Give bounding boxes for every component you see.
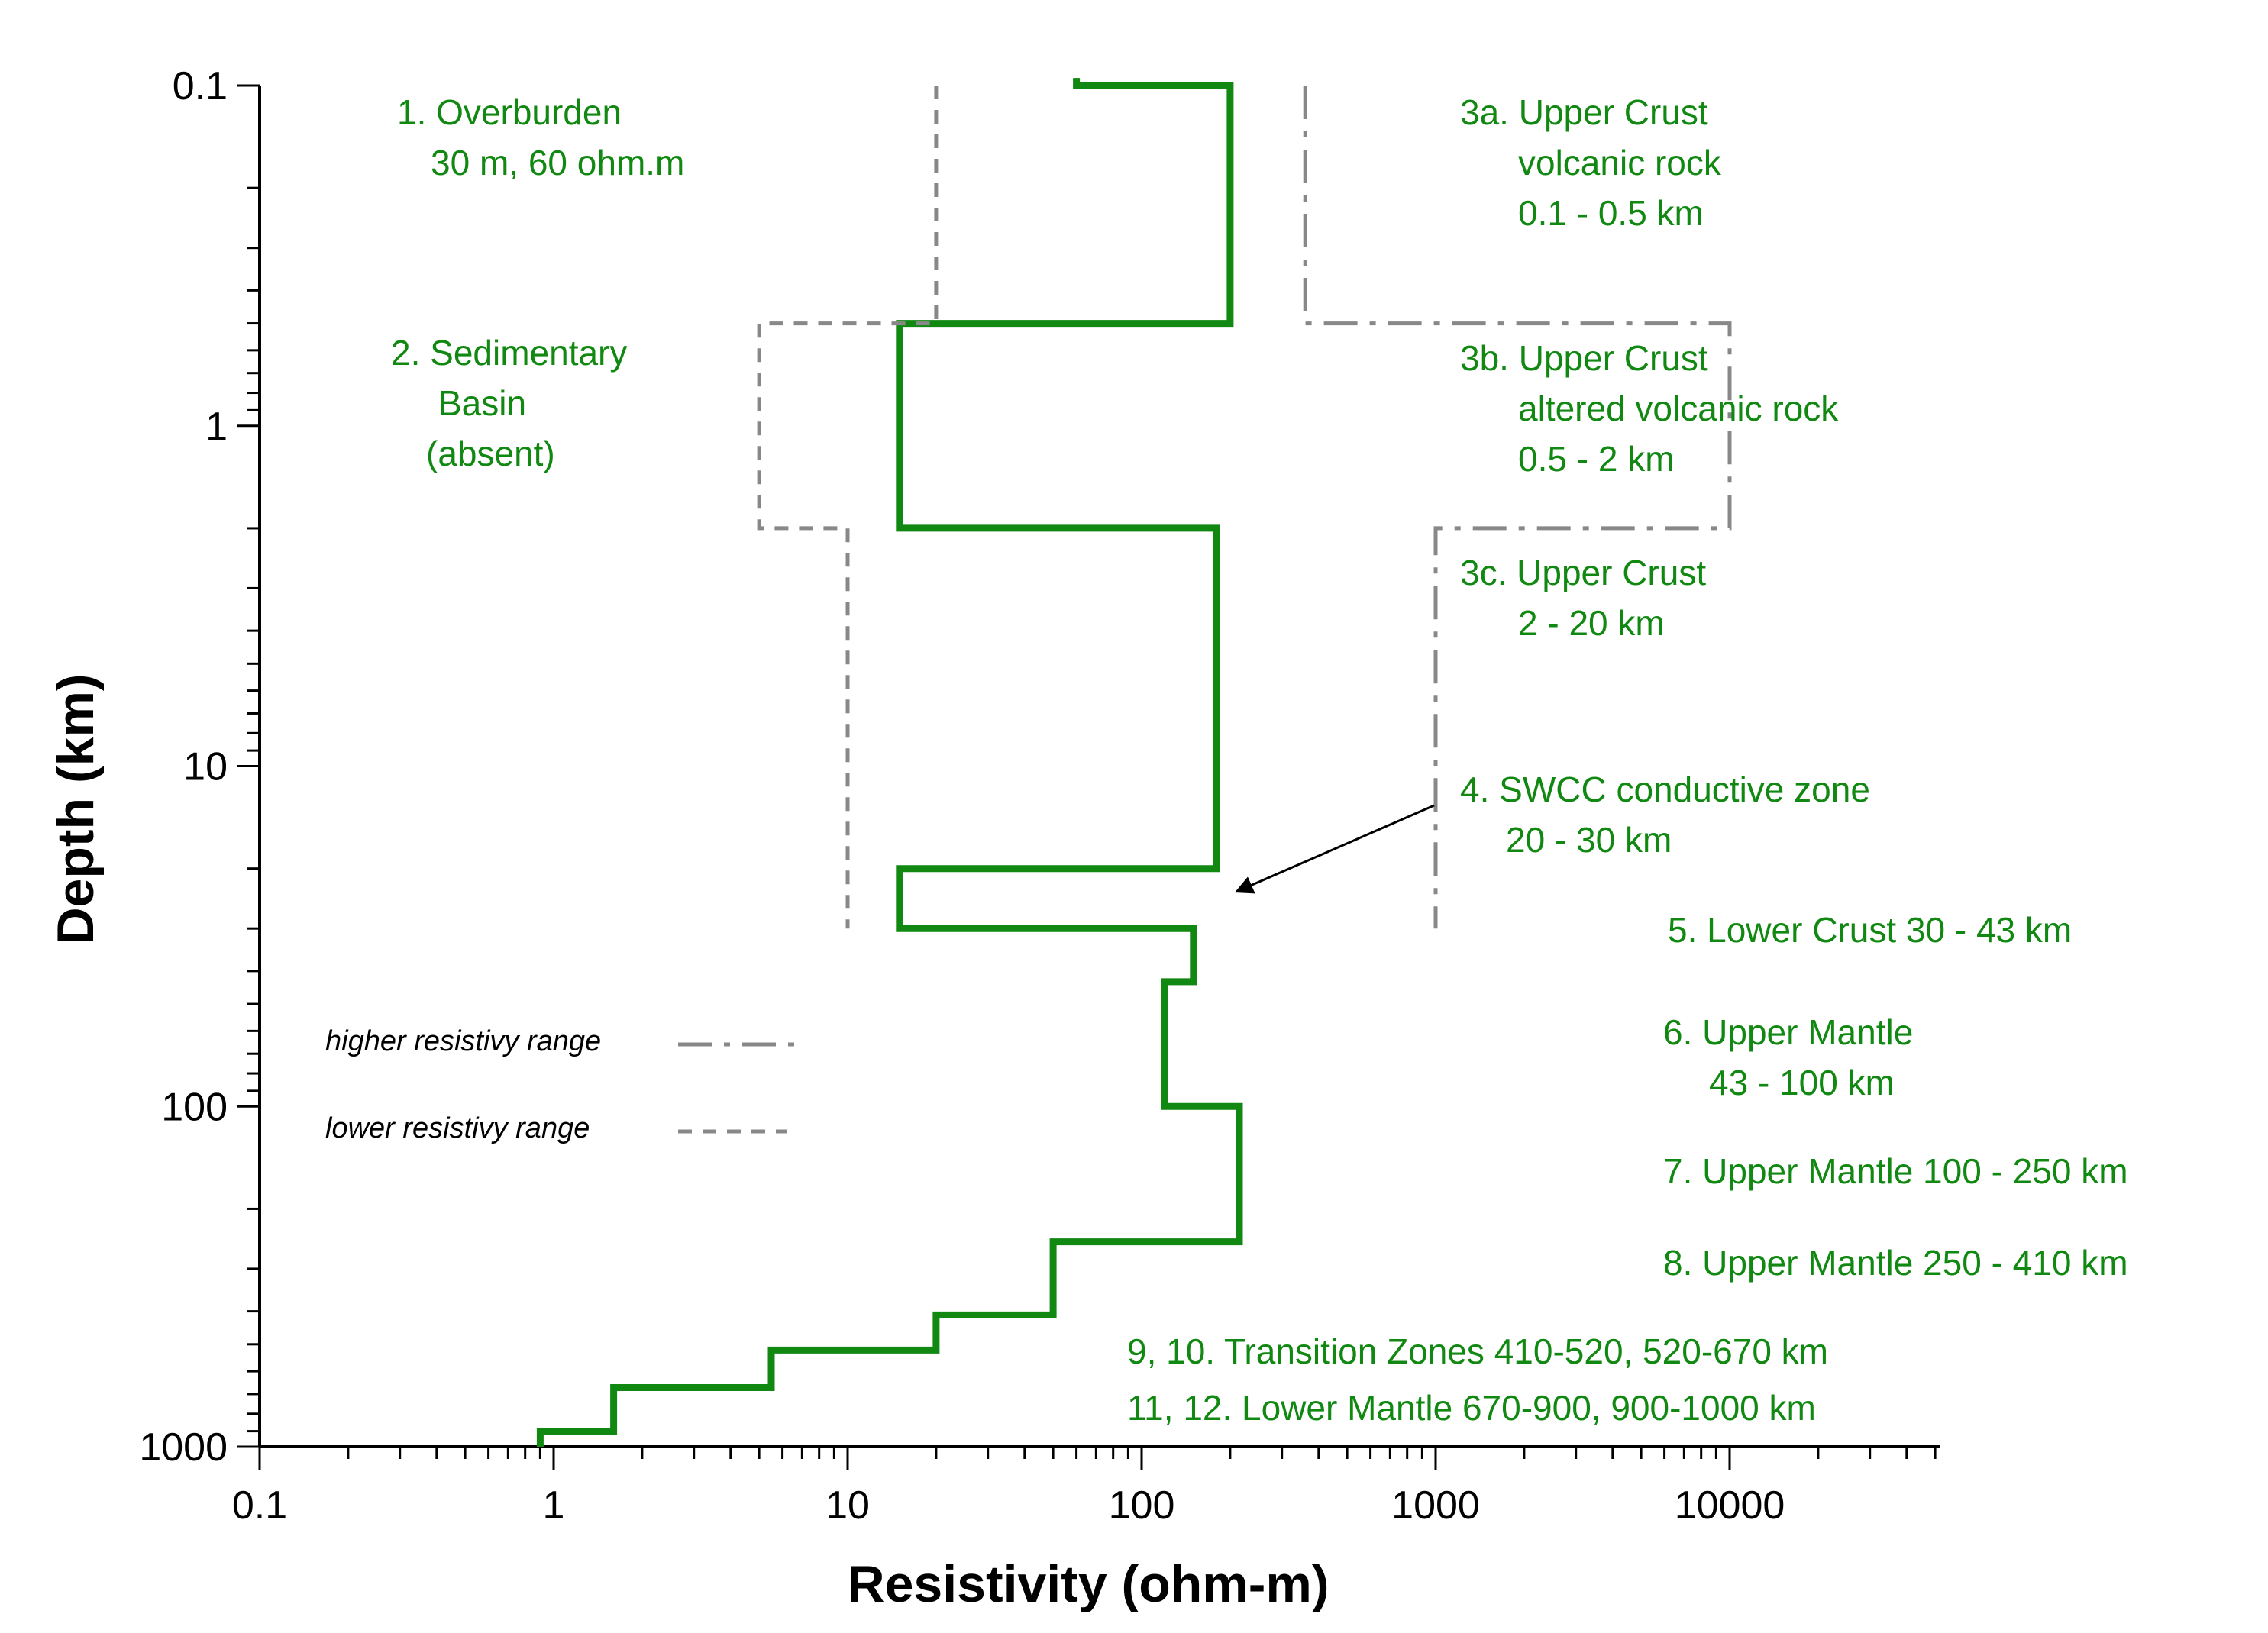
annotation-line: 3c. Upper Crust bbox=[1460, 553, 1706, 592]
annotation-12: 11, 12. Lower Mantle 670-900, 900-1000 k… bbox=[1127, 1388, 1816, 1428]
annotation-10: 8. Upper Mantle 250 - 410 km bbox=[1663, 1243, 2128, 1283]
annotation-line: 11, 12. Lower Mantle 670-900, 900-1000 k… bbox=[1127, 1388, 1816, 1428]
x-tick-label: 0.1 bbox=[232, 1483, 287, 1528]
series bbox=[536, 78, 1732, 1447]
x-tick-label: 10000 bbox=[1675, 1483, 1785, 1528]
tick-labels: 0.1 1 10 100 1000 10000 0.1 1 10 100 1000 bbox=[139, 64, 1785, 1528]
x-tick-label: 1000 bbox=[1391, 1483, 1480, 1528]
annotation-line: 3b. Upper Crust bbox=[1460, 338, 1708, 378]
y-axis-title: Depth (km) bbox=[47, 673, 105, 944]
legend-label-dash-dot: higher resistivy range bbox=[325, 1025, 601, 1057]
swcc-arrow bbox=[1234, 804, 1435, 894]
annotation-line: 0.1 - 0.5 km bbox=[1518, 193, 1704, 233]
annotation-line: Basin bbox=[438, 383, 526, 423]
annotation-11: 9, 10. Transition Zones 410-520, 520-670… bbox=[1127, 1331, 1828, 1371]
annotation-2: 2. Sedimentary Basin (absent) bbox=[391, 333, 627, 473]
annotation-6: 4. SWCC conductive zone 20 - 30 km bbox=[1460, 770, 1870, 860]
annotation-line: 2 - 20 km bbox=[1518, 603, 1665, 643]
annotation-line: 7. Upper Mantle 100 - 250 km bbox=[1663, 1151, 2128, 1191]
y-tick-label: 10 bbox=[183, 745, 228, 789]
x-tick-label: 1 bbox=[543, 1483, 565, 1528]
annotation-9: 7. Upper Mantle 100 - 250 km bbox=[1663, 1151, 2128, 1191]
annotation-line: 9, 10. Transition Zones 410-520, 520-670… bbox=[1127, 1331, 1828, 1371]
annotation-line: 4. SWCC conductive zone bbox=[1460, 770, 1870, 809]
annotation-line: 2. Sedimentary bbox=[391, 333, 627, 373]
y-tick-label: 0.1 bbox=[173, 64, 228, 108]
annotation-line: volcanic rock bbox=[1518, 143, 1722, 182]
annotation-line: 5. Lower Crust 30 - 43 km bbox=[1668, 910, 2072, 950]
x-tick-label: 10 bbox=[825, 1483, 870, 1528]
series-dash-dot-line bbox=[1303, 86, 1732, 929]
y-tick-label: 100 bbox=[161, 1085, 228, 1129]
x-axis-title: Resistivity (ohm-m) bbox=[848, 1555, 1329, 1613]
annotation-line: altered volcanic rock bbox=[1518, 389, 1839, 428]
annotation-8: 6. Upper Mantle 43 - 100 km bbox=[1663, 1012, 1913, 1102]
legend: higher resistivy range lower resistivy ra… bbox=[325, 1025, 794, 1144]
annotation-5: 3c. Upper Crust 2 - 20 km bbox=[1460, 553, 1706, 643]
annotation-7: 5. Lower Crust 30 - 43 km bbox=[1668, 910, 2072, 950]
annotation-line: 30 m, 60 ohm.m bbox=[431, 143, 684, 182]
y-tick-label: 1 bbox=[205, 405, 228, 449]
annotation-line: (absent) bbox=[426, 434, 555, 473]
series-solid-line bbox=[536, 78, 1243, 1447]
annotation-4: 3b. Upper Crust altered volcanic rock 0.5 … bbox=[1460, 338, 1839, 479]
annotations: 1. Overburden 30 m, 60 ohm.m 2. Sedimentar… bbox=[391, 92, 2128, 1428]
legend-label-dash: lower resistivy range bbox=[325, 1112, 590, 1144]
annotation-line: 6. Upper Mantle bbox=[1663, 1012, 1913, 1052]
x-tick-label: 100 bbox=[1109, 1483, 1175, 1528]
annotation-line: 20 - 30 km bbox=[1506, 820, 1672, 860]
annotation-line: 8. Upper Mantle 250 - 410 km bbox=[1663, 1243, 2128, 1283]
annotation-line: 0.5 - 2 km bbox=[1518, 439, 1675, 479]
annotation-1: 1. Overburden 30 m, 60 ohm.m bbox=[397, 92, 684, 182]
y-tick-label: 1000 bbox=[139, 1425, 228, 1470]
annotation-line: 3a. Upper Crust bbox=[1460, 92, 1708, 132]
tick-marks bbox=[237, 84, 1937, 1470]
annotation-3: 3a. Upper Crust volcanic rock 0.1 - 0.5 km bbox=[1460, 92, 1722, 233]
annotation-line: 43 - 100 km bbox=[1709, 1063, 1895, 1102]
series-dash-line bbox=[757, 86, 939, 929]
annotation-line: 1. Overburden bbox=[397, 92, 622, 132]
